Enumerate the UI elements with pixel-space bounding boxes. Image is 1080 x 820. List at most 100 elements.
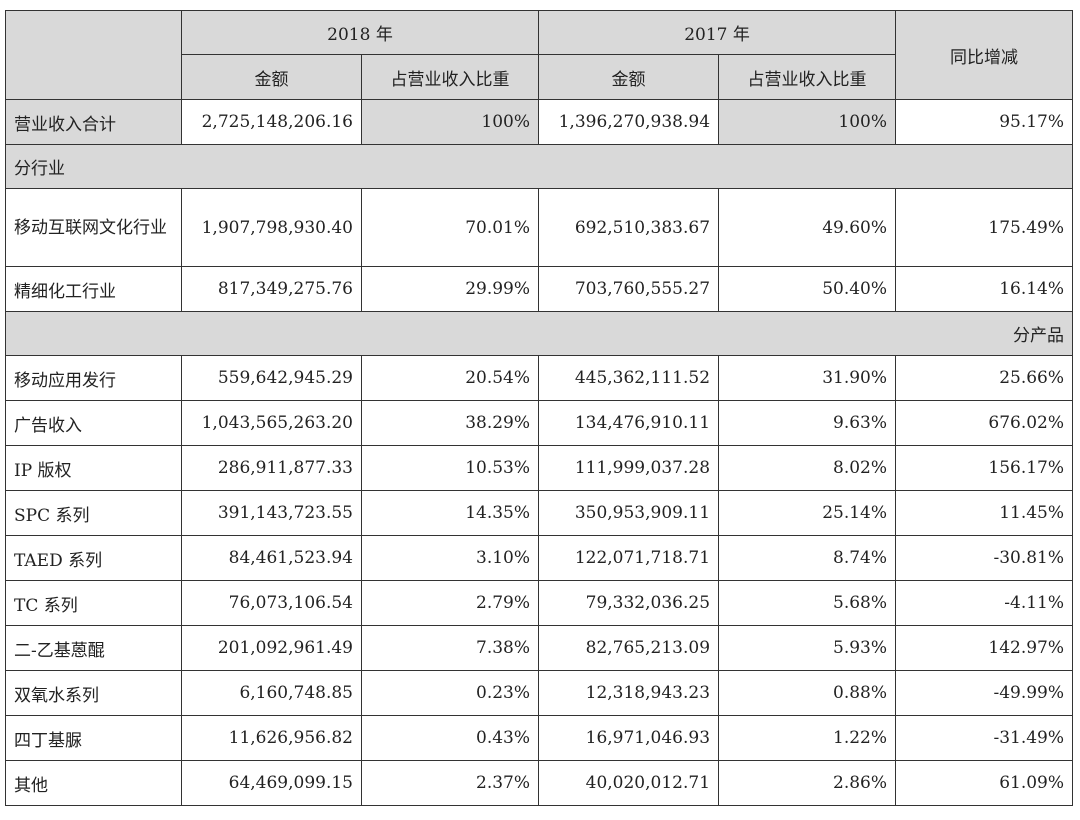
header-yoy: 同比增减 <box>895 10 1074 100</box>
share-2018: 20.54% <box>360 355 540 401</box>
yoy: 156.17% <box>895 445 1074 491</box>
yoy: 175.49% <box>895 188 1074 267</box>
amount-2018: 1,043,565,263.20 <box>181 400 362 446</box>
share-2017: 50.40% <box>718 266 897 312</box>
amount-2017: 40,020,012.71 <box>538 760 720 806</box>
share-2018: 3.10% <box>360 535 540 581</box>
total-share-2017: 100% <box>718 99 897 145</box>
amount-2018: 1,907,798,930.40 <box>181 188 362 267</box>
share-2017: 5.93% <box>718 625 897 671</box>
section-title-industry: 分行业 <box>4 144 1074 189</box>
share-2018: 7.38% <box>360 625 540 671</box>
row-label: IP 版权 <box>5 445 182 491</box>
amount-2018: 64,469,099.15 <box>181 760 362 806</box>
total-amount-2017: 1,396,270,938.94 <box>538 99 720 145</box>
share-2018: 29.99% <box>360 266 540 312</box>
amount-2017: 692,510,383.67 <box>538 188 720 267</box>
share-2017: 5.68% <box>718 580 897 626</box>
row-label: 二-乙基蒽醌 <box>5 625 182 671</box>
header-year-2018: 2018 年 <box>180 10 540 55</box>
header-row-columns: 金额 占营业收入比重 金额 占营业收入比重 <box>6 54 1073 100</box>
row-label: 广告收入 <box>5 400 182 446</box>
share-2018: 0.23% <box>360 670 540 716</box>
yoy: 16.14% <box>895 266 1074 312</box>
revenue-table: 2018 年 2017 年 同比增减 金额 占营业收入比重 金额 占营业收入比重… <box>4 10 1074 806</box>
table-row: 其他 64,469,099.15 2.37% 40,020,012.71 2.86% 61… <box>5 760 1074 806</box>
share-2018: 10.53% <box>360 445 540 491</box>
share-2018: 14.35% <box>360 490 540 536</box>
yoy: 25.66% <box>895 355 1074 401</box>
table-row: 四丁基脲 11,626,956.82 0.43% 16,971,046.93 1.22%… <box>5 715 1074 761</box>
header-year-2017: 2017 年 <box>538 10 897 55</box>
amount-2017: 79,332,036.25 <box>538 580 720 626</box>
row-label: TAED 系列 <box>5 535 182 581</box>
row-label: 四丁基脲 <box>5 715 182 761</box>
table-row: 移动应用发行 559,642,945.29 20.54% 445,362,111.52… <box>5 355 1074 401</box>
amount-2017: 703,760,555.27 <box>538 266 720 312</box>
amount-2018: 76,073,106.54 <box>181 580 362 626</box>
header-share-2018: 占营业收入比重 <box>360 54 540 100</box>
share-2018: 38.29% <box>360 400 540 446</box>
amount-2018: 559,642,945.29 <box>181 355 362 401</box>
share-2017: 8.02% <box>718 445 897 491</box>
yoy: -31.49% <box>895 715 1074 761</box>
share-2017: 2.86% <box>718 760 897 806</box>
table-row: TC 系列 76,073,106.54 2.79% 79,332,036.25 5.68… <box>5 580 1074 626</box>
amount-2018: 817,349,275.76 <box>181 266 362 312</box>
amount-2018: 11,626,956.82 <box>181 715 362 761</box>
table-row: 精细化工行业 817,349,275.76 29.99% 703,760,555… <box>5 266 1074 312</box>
amount-2018: 6,160,748.85 <box>181 670 362 716</box>
row-label: SPC 系列 <box>5 490 182 536</box>
share-2017: 8.74% <box>718 535 897 581</box>
amount-2017: 445,362,111.52 <box>538 355 720 401</box>
share-2017: 1.22% <box>718 715 897 761</box>
row-label: TC 系列 <box>5 580 182 626</box>
share-2017: 25.14% <box>718 490 897 536</box>
amount-2017: 12,318,943.23 <box>538 670 720 716</box>
header-amount-2017: 金额 <box>538 54 720 100</box>
table-row: TAED 系列 84,461,523.94 3.10% 122,071,718.71 8… <box>5 535 1074 581</box>
yoy: 142.97% <box>895 625 1074 671</box>
section-row-product: 分产品 <box>4 311 1074 356</box>
table-row: IP 版权 286,911,877.33 10.53% 111,999,037.28 8… <box>5 445 1074 491</box>
header-row-years: 2018 年 2017 年 同比增减 <box>5 10 1074 100</box>
amount-2017: 350,953,909.11 <box>538 490 720 536</box>
share-2018: 2.79% <box>360 580 540 626</box>
amount-2017: 82,765,213.09 <box>538 625 720 671</box>
row-label: 移动互联网文化行业 <box>5 188 182 267</box>
yoy: -4.11% <box>895 580 1074 626</box>
yoy: -49.99% <box>895 670 1074 716</box>
total-share-2018: 100% <box>360 99 540 145</box>
amount-2018: 84,461,523.94 <box>181 535 362 581</box>
amount-2017: 111,999,037.28 <box>538 445 720 491</box>
share-2017: 31.90% <box>718 355 897 401</box>
yoy: 11.45% <box>895 490 1074 536</box>
yoy: 676.02% <box>895 400 1074 446</box>
header-amount-2018: 金额 <box>181 54 362 100</box>
amount-2018: 201,092,961.49 <box>181 625 362 671</box>
row-label: 双氧水系列 <box>5 670 182 716</box>
row-label: 其他 <box>5 760 182 806</box>
total-yoy: 95.17% <box>895 99 1074 145</box>
share-2018: 0.43% <box>360 715 540 761</box>
share-2017: 49.60% <box>718 188 897 267</box>
header-corner-cell <box>5 10 182 100</box>
share-2017: 0.88% <box>718 670 897 716</box>
section-row-industry: 分行业 <box>4 144 1074 189</box>
amount-2017: 122,071,718.71 <box>538 535 720 581</box>
total-label: 营业收入合计 <box>5 99 182 145</box>
table-row: 双氧水系列 6,160,748.85 0.23% 12,318,943.23 0.88%… <box>5 670 1074 716</box>
total-amount-2018: 2,725,148,206.16 <box>181 99 362 145</box>
yoy: 61.09% <box>895 760 1074 806</box>
yoy: -30.81% <box>895 535 1074 581</box>
share-2017: 9.63% <box>718 400 897 446</box>
amount-2017: 16,971,046.93 <box>538 715 720 761</box>
table-row: SPC 系列 391,143,723.55 14.35% 350,953,909.11… <box>5 490 1074 536</box>
share-2018: 2.37% <box>360 760 540 806</box>
table-row: 二-乙基蒽醌 201,092,961.49 7.38% 82,765,213.09 5.… <box>5 625 1074 671</box>
amount-2018: 286,911,877.33 <box>181 445 362 491</box>
table-row: 广告收入 1,043,565,263.20 38.29% 134,476,910.11… <box>5 400 1074 446</box>
row-label: 移动应用发行 <box>5 355 182 401</box>
row-label: 精细化工行业 <box>5 266 182 312</box>
amount-2017: 134,476,910.11 <box>538 400 720 446</box>
